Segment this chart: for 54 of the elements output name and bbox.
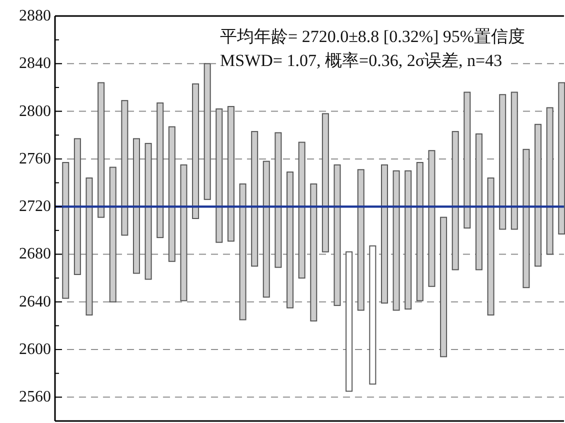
bar bbox=[204, 63, 211, 200]
bar bbox=[98, 82, 105, 218]
bar bbox=[109, 166, 116, 302]
annotation: MSWD= 1.07, 概率=0.36, 2σ误差, n=43 bbox=[220, 51, 502, 70]
bar bbox=[310, 183, 318, 322]
bar bbox=[74, 138, 81, 275]
bar bbox=[346, 251, 353, 392]
annotation: 平均年龄= 2720.0±8.8 [0.32%] 95%置信度 bbox=[220, 27, 526, 46]
bar bbox=[251, 131, 258, 267]
bar bbox=[416, 162, 424, 302]
y-tick-label: 2720 bbox=[19, 198, 51, 216]
bar bbox=[369, 245, 376, 385]
y-tick-label: 2800 bbox=[19, 102, 51, 120]
bar bbox=[86, 178, 93, 316]
bar bbox=[298, 142, 306, 279]
bar bbox=[227, 106, 234, 242]
y-tick-label: 2560 bbox=[19, 388, 51, 406]
bar bbox=[510, 92, 518, 230]
bar bbox=[357, 169, 364, 311]
bar bbox=[464, 92, 471, 229]
bar bbox=[274, 132, 282, 268]
bar bbox=[392, 170, 400, 311]
bar bbox=[322, 113, 329, 252]
bar bbox=[286, 172, 294, 308]
bar bbox=[62, 162, 70, 299]
bar bbox=[156, 102, 164, 238]
y-tick-label: 2880 bbox=[19, 8, 51, 24]
bar bbox=[192, 83, 200, 219]
bar bbox=[534, 124, 542, 267]
bar bbox=[144, 142, 152, 280]
bar bbox=[180, 164, 188, 302]
bar bbox=[216, 108, 223, 243]
bar bbox=[558, 82, 565, 234]
bar bbox=[239, 183, 246, 320]
bar bbox=[440, 216, 448, 358]
bar bbox=[546, 107, 554, 255]
bar bbox=[404, 170, 412, 310]
y-tick-label: 2640 bbox=[19, 293, 51, 310]
bar bbox=[168, 126, 176, 262]
y-tick-label: 2840 bbox=[19, 55, 51, 72]
y-tick-label: 2600 bbox=[19, 341, 51, 358]
bar bbox=[428, 150, 436, 287]
bar bbox=[262, 160, 270, 298]
bar bbox=[499, 94, 506, 230]
bar bbox=[132, 138, 140, 274]
bar bbox=[522, 148, 530, 288]
bar bbox=[121, 100, 128, 236]
y-tick-label: 2760 bbox=[19, 150, 51, 168]
bar bbox=[452, 131, 459, 270]
bar bbox=[475, 133, 482, 270]
y-tick-label: 2680 bbox=[19, 246, 51, 263]
bar bbox=[380, 164, 388, 304]
bar bbox=[487, 178, 494, 316]
bar bbox=[334, 164, 341, 306]
